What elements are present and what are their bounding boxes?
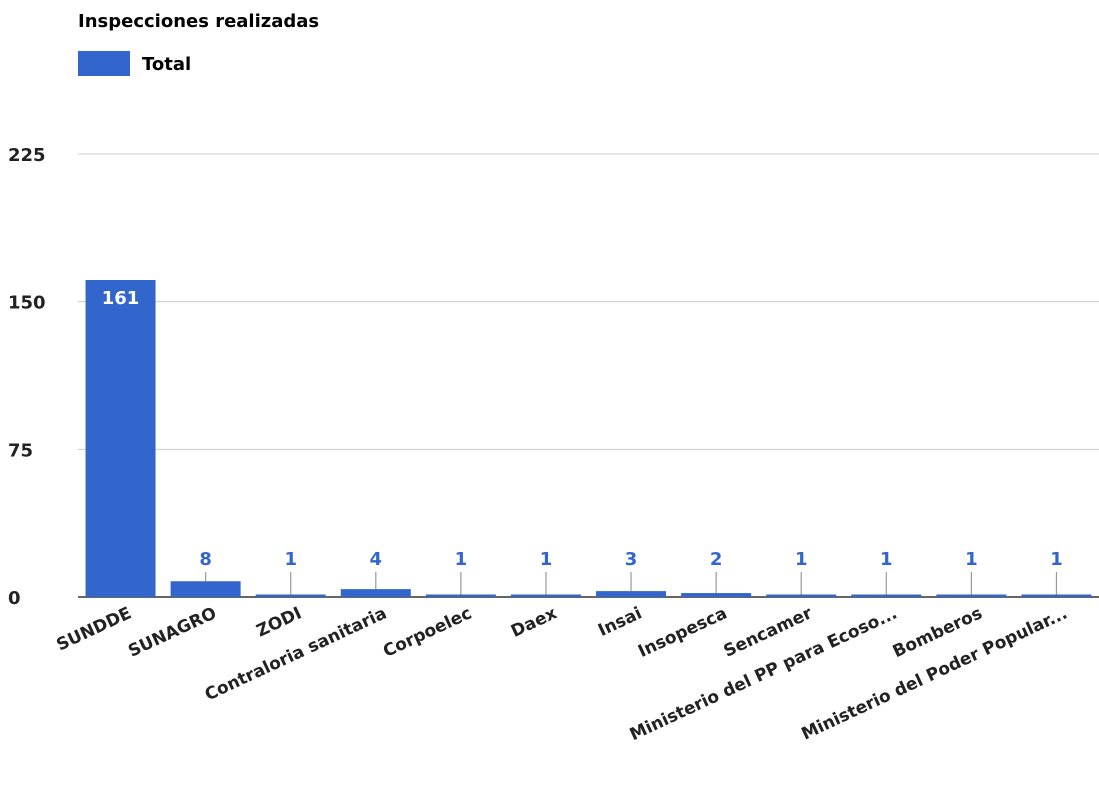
- bar: [340, 589, 411, 597]
- x-tick-label: SUNAGRO: [125, 603, 219, 661]
- data-label: 161: [102, 288, 140, 309]
- data-label: 2: [710, 549, 723, 570]
- data-label: 3: [625, 549, 638, 570]
- x-tick-label: ZODI: [254, 603, 305, 641]
- gridlines: [78, 153, 1099, 598]
- data-label: 4: [370, 549, 383, 570]
- legend-swatch-total: [78, 51, 130, 76]
- x-tick-label: Insai: [595, 603, 645, 641]
- x-tick-label: Insopesca: [635, 603, 730, 662]
- y-tick-label: 225: [8, 145, 46, 166]
- chart-title: Inspecciones realizadas: [78, 11, 319, 32]
- bar: [596, 591, 667, 597]
- bar: [425, 594, 496, 597]
- data-label: 1: [880, 549, 893, 570]
- bar: [681, 593, 752, 597]
- data-labels: 161 8 1 4 1 1 3 2 1 1 1 1: [102, 288, 1063, 595]
- data-label: 1: [455, 549, 468, 570]
- bars: [85, 280, 1092, 597]
- x-tick-label: Corpoelec: [380, 603, 475, 661]
- data-label: 1: [1050, 549, 1063, 570]
- data-label: 1: [965, 549, 978, 570]
- bar: [851, 594, 922, 597]
- legend: Total: [78, 51, 191, 76]
- data-label: 1: [795, 549, 808, 570]
- bar: [1021, 594, 1092, 597]
- data-label: 8: [199, 549, 212, 570]
- bar: [170, 581, 241, 597]
- x-tick-label: Daex: [508, 603, 560, 641]
- y-tick-label: 0: [8, 588, 21, 609]
- bar: [766, 594, 837, 597]
- legend-label-total: Total: [142, 54, 191, 75]
- data-label: 1: [284, 549, 297, 570]
- bar: [85, 280, 156, 597]
- bar: [936, 594, 1007, 597]
- x-tick-label: SUNDDE: [54, 603, 135, 655]
- y-tick-label: 150: [8, 293, 46, 314]
- y-axis-ticks: 0 75 150 225: [8, 145, 46, 609]
- data-label: 1: [540, 549, 553, 570]
- bar: [255, 594, 326, 597]
- y-tick-label: 75: [8, 440, 33, 461]
- bar: [510, 594, 581, 597]
